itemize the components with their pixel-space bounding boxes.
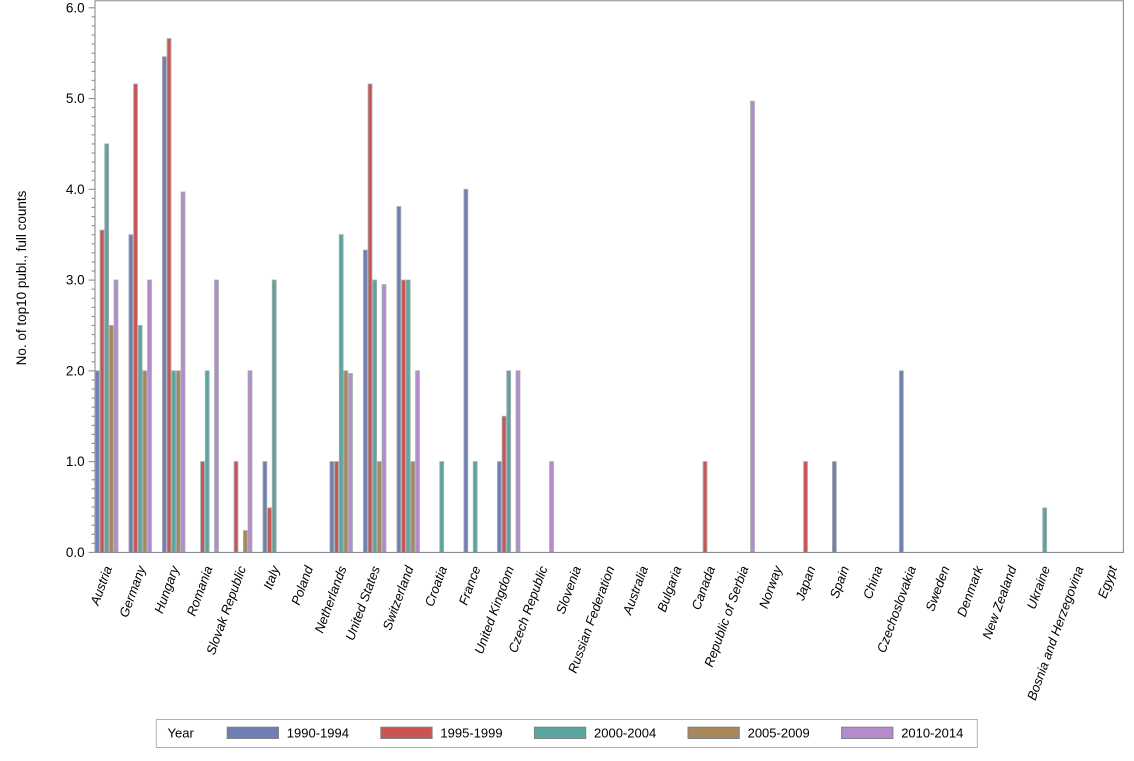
svg-text:2010-2014: 2010-2014 bbox=[901, 726, 963, 741]
svg-text:No. of top10 publ., full count: No. of top10 publ., full counts bbox=[14, 190, 29, 365]
svg-text:1.0: 1.0 bbox=[66, 454, 85, 469]
svg-text:5.0: 5.0 bbox=[66, 91, 85, 106]
svg-text:2.0: 2.0 bbox=[66, 363, 85, 378]
svg-text:3.0: 3.0 bbox=[66, 273, 85, 288]
svg-text:6.0: 6.0 bbox=[66, 0, 85, 15]
svg-text:2000-2004: 2000-2004 bbox=[594, 726, 656, 741]
svg-text:1995-1999: 1995-1999 bbox=[440, 726, 502, 741]
svg-text:2005-2009: 2005-2009 bbox=[748, 726, 810, 741]
svg-text:4.0: 4.0 bbox=[66, 182, 85, 197]
svg-text:0.0: 0.0 bbox=[66, 545, 85, 560]
svg-text:1990-1994: 1990-1994 bbox=[287, 726, 349, 741]
svg-text:Year: Year bbox=[168, 726, 195, 741]
